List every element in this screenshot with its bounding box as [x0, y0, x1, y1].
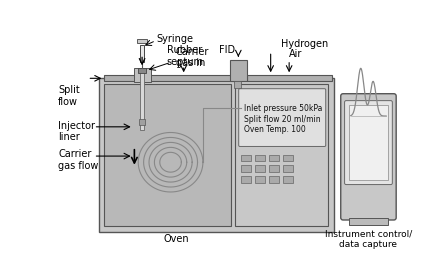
- Bar: [255, 165, 265, 172]
- Text: Oven: Oven: [163, 234, 189, 244]
- Text: FID: FID: [219, 45, 236, 55]
- Text: Carrier
gas flow: Carrier gas flow: [58, 149, 99, 171]
- Text: Oven Temp. 100: Oven Temp. 100: [245, 125, 306, 135]
- Bar: [104, 84, 231, 226]
- Bar: [242, 176, 251, 183]
- Bar: [138, 68, 146, 73]
- Bar: [255, 176, 265, 183]
- FancyBboxPatch shape: [239, 89, 326, 147]
- Bar: [140, 68, 144, 130]
- Text: Hydrogen: Hydrogen: [281, 39, 329, 49]
- Bar: [140, 45, 144, 62]
- Text: Injector
liner: Injector liner: [58, 121, 95, 142]
- FancyBboxPatch shape: [345, 101, 392, 185]
- Bar: [138, 39, 147, 43]
- Text: Air: Air: [289, 49, 302, 59]
- Bar: [234, 81, 241, 88]
- Text: Carrier
gas in: Carrier gas in: [176, 47, 209, 68]
- Bar: [139, 119, 145, 124]
- Bar: [283, 165, 293, 172]
- Bar: [134, 68, 151, 82]
- Text: Instrument control/
data capture: Instrument control/ data capture: [325, 230, 412, 249]
- Bar: [349, 105, 388, 180]
- Bar: [255, 155, 265, 161]
- Text: Split flow 20 ml/min: Split flow 20 ml/min: [245, 115, 321, 124]
- Bar: [283, 176, 293, 183]
- Bar: [283, 155, 293, 161]
- Bar: [104, 75, 235, 81]
- Text: Rubber
septum: Rubber septum: [166, 45, 204, 67]
- Bar: [99, 78, 334, 232]
- Bar: [247, 75, 332, 81]
- FancyBboxPatch shape: [341, 94, 396, 220]
- Text: Syringe: Syringe: [156, 34, 193, 44]
- Text: Inlet pressure 50kPa: Inlet pressure 50kPa: [245, 104, 323, 113]
- Bar: [235, 84, 328, 226]
- Bar: [242, 155, 251, 161]
- Bar: [269, 176, 279, 183]
- Bar: [269, 165, 279, 172]
- Bar: [349, 218, 388, 226]
- Text: Split
flow: Split flow: [58, 85, 80, 107]
- Bar: [242, 165, 251, 172]
- Bar: [269, 155, 279, 161]
- Bar: [230, 60, 247, 81]
